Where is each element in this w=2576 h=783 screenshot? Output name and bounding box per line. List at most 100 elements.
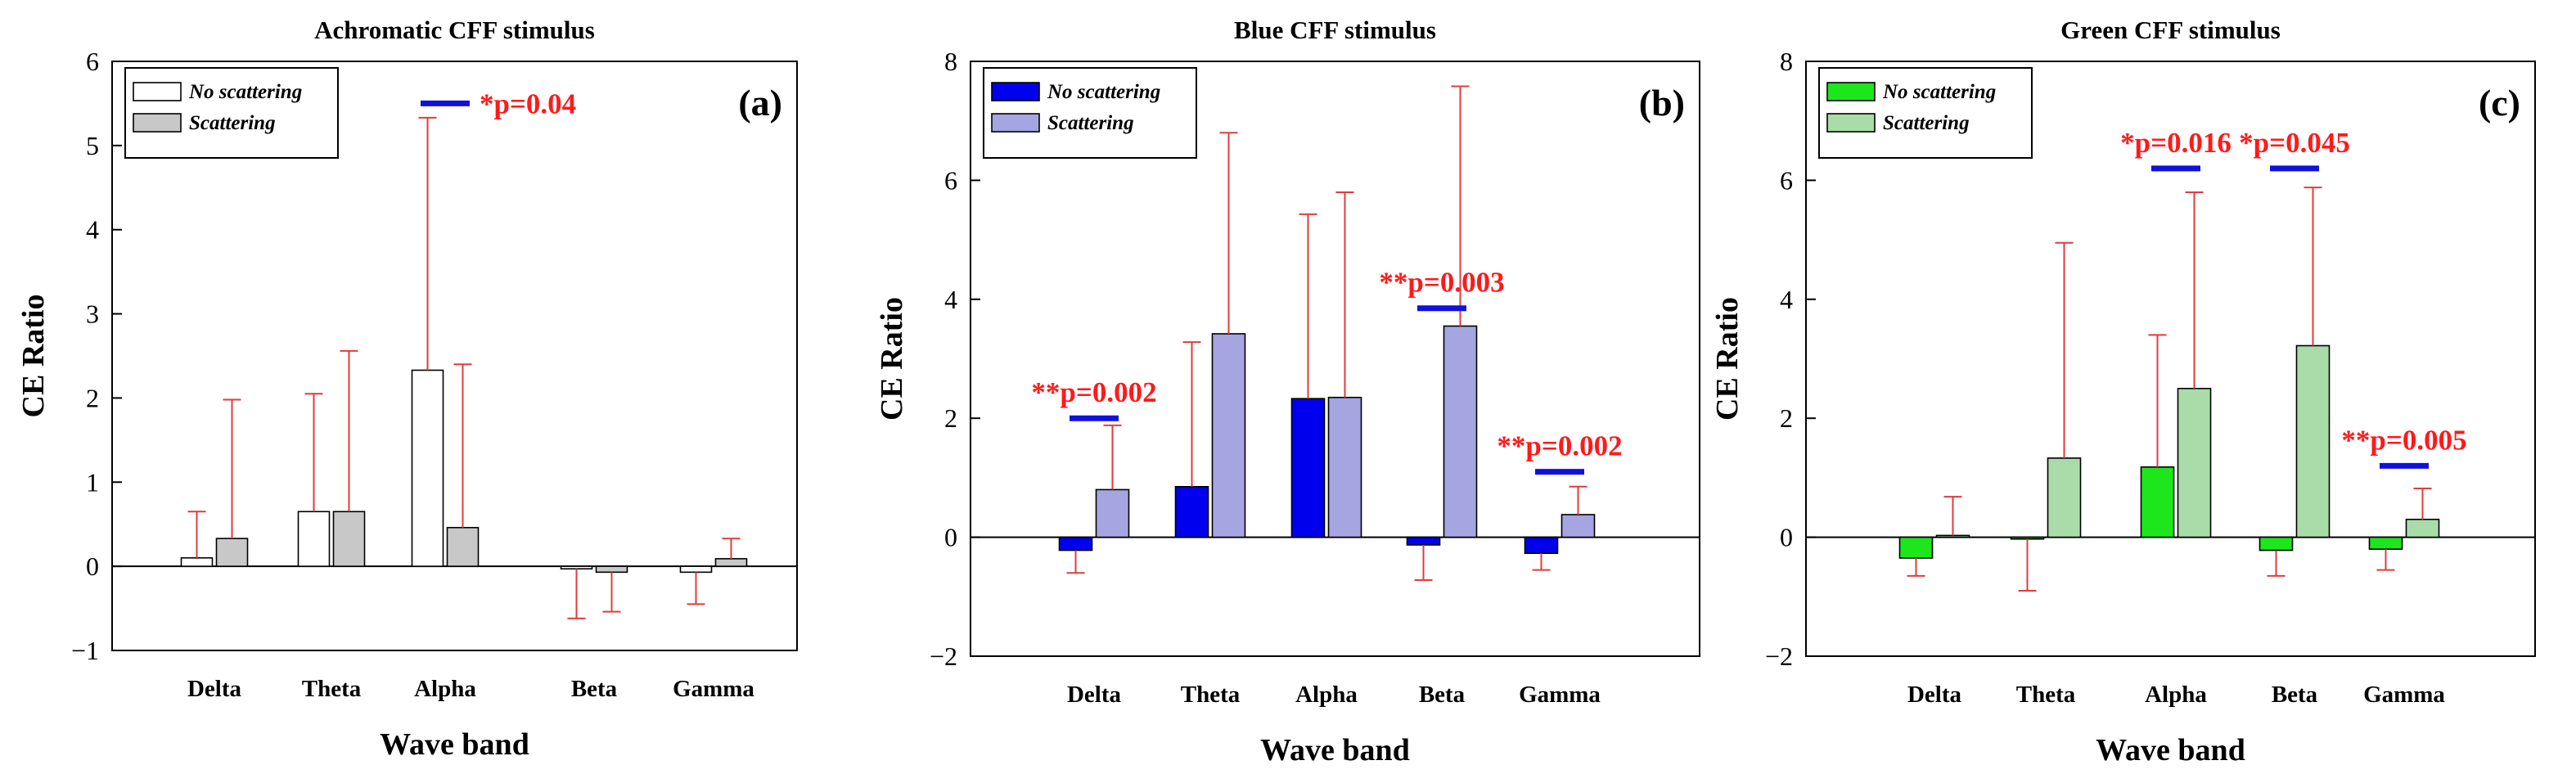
significance-label: **p=0.005 bbox=[2341, 424, 2466, 456]
bar-alpha-no-scattering bbox=[1290, 398, 1326, 538]
y-tick-label: 4 bbox=[944, 285, 957, 314]
bar-beta-scattering bbox=[595, 565, 628, 574]
bar-alpha-no-scattering bbox=[2140, 466, 2175, 538]
bar-beta-scattering bbox=[1443, 325, 1478, 538]
bar-alpha-scattering bbox=[1327, 396, 1362, 538]
chart-panel-a: Achromatic CFF stimulus −1 0 1 2 3 4 5 6 Delta The… bbox=[16, 16, 798, 762]
significance-label: *p=0.04 bbox=[480, 88, 576, 119]
significance-label: **p=0.003 bbox=[1379, 267, 1504, 299]
chart-title: Blue CFF stimulus bbox=[1234, 16, 1436, 44]
bar-theta-no-scattering bbox=[2010, 536, 2045, 540]
legend-swatch-no-scattering bbox=[133, 82, 182, 101]
y-tick-label: 3 bbox=[86, 299, 99, 329]
bar-delta-scattering bbox=[1095, 488, 1130, 538]
y-tick-label: 0 bbox=[86, 551, 99, 581]
y-tick-label: 2 bbox=[86, 383, 99, 412]
legend: No scattering Scattering bbox=[1818, 67, 2033, 159]
x-tick-label: Theta bbox=[2016, 682, 2076, 708]
bar-alpha-scattering bbox=[2177, 388, 2212, 538]
x-tick-label: Theta bbox=[302, 676, 362, 702]
legend-box bbox=[1818, 67, 2033, 159]
x-axis-label: Wave band bbox=[380, 727, 529, 762]
x-tick-label: Alpha bbox=[2145, 682, 2207, 708]
y-tick-label: 2 bbox=[944, 403, 957, 433]
significance-label: **p=0.002 bbox=[1497, 430, 1622, 462]
legend-label: Scattering bbox=[189, 112, 276, 134]
y-tick-label: 0 bbox=[1780, 523, 1793, 552]
y-tick-label: 0 bbox=[944, 523, 957, 552]
bar-alpha-scattering bbox=[446, 527, 480, 567]
bar-beta-no-scattering bbox=[2259, 536, 2294, 551]
bar-gamma-scattering bbox=[1560, 514, 1596, 538]
legend-label: Scattering bbox=[1883, 112, 1970, 134]
y-tick-label: 4 bbox=[86, 215, 99, 245]
chart-title: Green CFF stimulus bbox=[2060, 16, 2281, 44]
x-tick-label: Alpha bbox=[1295, 682, 1358, 708]
bar-delta-no-scattering bbox=[180, 557, 214, 567]
legend: No scattering Scattering bbox=[983, 67, 1197, 159]
x-axis-label: Wave band bbox=[2096, 733, 2245, 767]
y-tick-label: −1 bbox=[71, 636, 99, 665]
x-tick-label: Delta bbox=[187, 676, 242, 702]
panel-label: (a) bbox=[738, 82, 782, 124]
x-tick-label: Gamma bbox=[1519, 682, 1601, 708]
bar-beta-scattering bbox=[2295, 344, 2331, 538]
bar-gamma-scattering bbox=[714, 558, 748, 567]
x-tick-label: Alpha bbox=[414, 676, 476, 702]
y-axis-label: CE Ratio bbox=[16, 295, 51, 418]
bar-delta-scattering bbox=[1935, 534, 1970, 538]
y-tick-label: 8 bbox=[944, 47, 957, 76]
bar-gamma-no-scattering bbox=[1524, 536, 1559, 555]
bar-delta-no-scattering bbox=[1058, 536, 1093, 551]
legend-label: Scattering bbox=[1047, 112, 1134, 134]
y-tick-label: −2 bbox=[1765, 641, 1793, 671]
significance-label: *p=0.045 bbox=[2239, 127, 2350, 159]
y-tick-label: 5 bbox=[86, 131, 99, 160]
bar-gamma-no-scattering bbox=[679, 565, 713, 574]
y-tick-label: −2 bbox=[930, 641, 957, 671]
panel-label: (b) bbox=[1639, 82, 1685, 124]
legend-label: No scattering bbox=[188, 81, 302, 103]
bar-theta-scattering bbox=[2047, 457, 2082, 538]
x-tick-label: Gamma bbox=[673, 676, 754, 702]
y-axis-label: CE Ratio bbox=[1710, 297, 1745, 421]
bar-theta-scattering bbox=[332, 511, 366, 567]
x-tick-label: Beta bbox=[1419, 682, 1466, 708]
y-tick-label: 6 bbox=[1780, 165, 1793, 195]
y-tick-label: 8 bbox=[1780, 47, 1793, 76]
bar-alpha-no-scattering bbox=[411, 369, 444, 567]
legend-swatch-no-scattering bbox=[1826, 82, 1876, 101]
plot-frame bbox=[970, 61, 1700, 657]
x-tick-label: Theta bbox=[1181, 682, 1241, 708]
x-axis-label: Wave band bbox=[1260, 733, 1410, 767]
y-tick-label: 4 bbox=[1780, 285, 1793, 314]
x-tick-label: Beta bbox=[2272, 682, 2318, 708]
bar-beta-no-scattering bbox=[1406, 536, 1441, 546]
legend-label: No scattering bbox=[1047, 81, 1160, 103]
panel-label: (c) bbox=[2479, 82, 2520, 124]
x-tick-label: Gamma bbox=[2363, 682, 2445, 708]
plot-frame bbox=[111, 61, 798, 651]
plot-frame bbox=[1805, 61, 2536, 657]
bar-gamma-no-scattering bbox=[2368, 536, 2403, 550]
x-tick-label: Delta bbox=[1907, 682, 1962, 708]
bar-theta-no-scattering bbox=[1174, 486, 1209, 538]
legend-swatch-scattering bbox=[991, 113, 1040, 133]
legend: No scattering Scattering bbox=[124, 67, 339, 159]
legend-swatch-scattering bbox=[1826, 113, 1876, 133]
significance-label: **p=0.002 bbox=[1031, 376, 1156, 408]
legend-swatch-no-scattering bbox=[991, 82, 1040, 101]
x-tick-label: Beta bbox=[571, 676, 618, 702]
bar-theta-no-scattering bbox=[297, 511, 331, 567]
y-axis-label: CE Ratio bbox=[875, 297, 909, 421]
y-tick-label: 6 bbox=[944, 165, 957, 195]
chart-panel-c: Green CFF stimulus −2 0 2 4 6 8 Delta Theta Alpha… bbox=[1710, 16, 2536, 767]
y-tick-label: 6 bbox=[86, 47, 99, 76]
chart-title: Achromatic CFF stimulus bbox=[314, 16, 595, 44]
bar-delta-no-scattering bbox=[1898, 536, 1934, 559]
y-tick-label: 2 bbox=[1780, 403, 1793, 433]
legend-label: No scattering bbox=[1882, 81, 1996, 103]
significance-label: *p=0.016 bbox=[2120, 127, 2231, 159]
bar-theta-scattering bbox=[1211, 333, 1246, 538]
